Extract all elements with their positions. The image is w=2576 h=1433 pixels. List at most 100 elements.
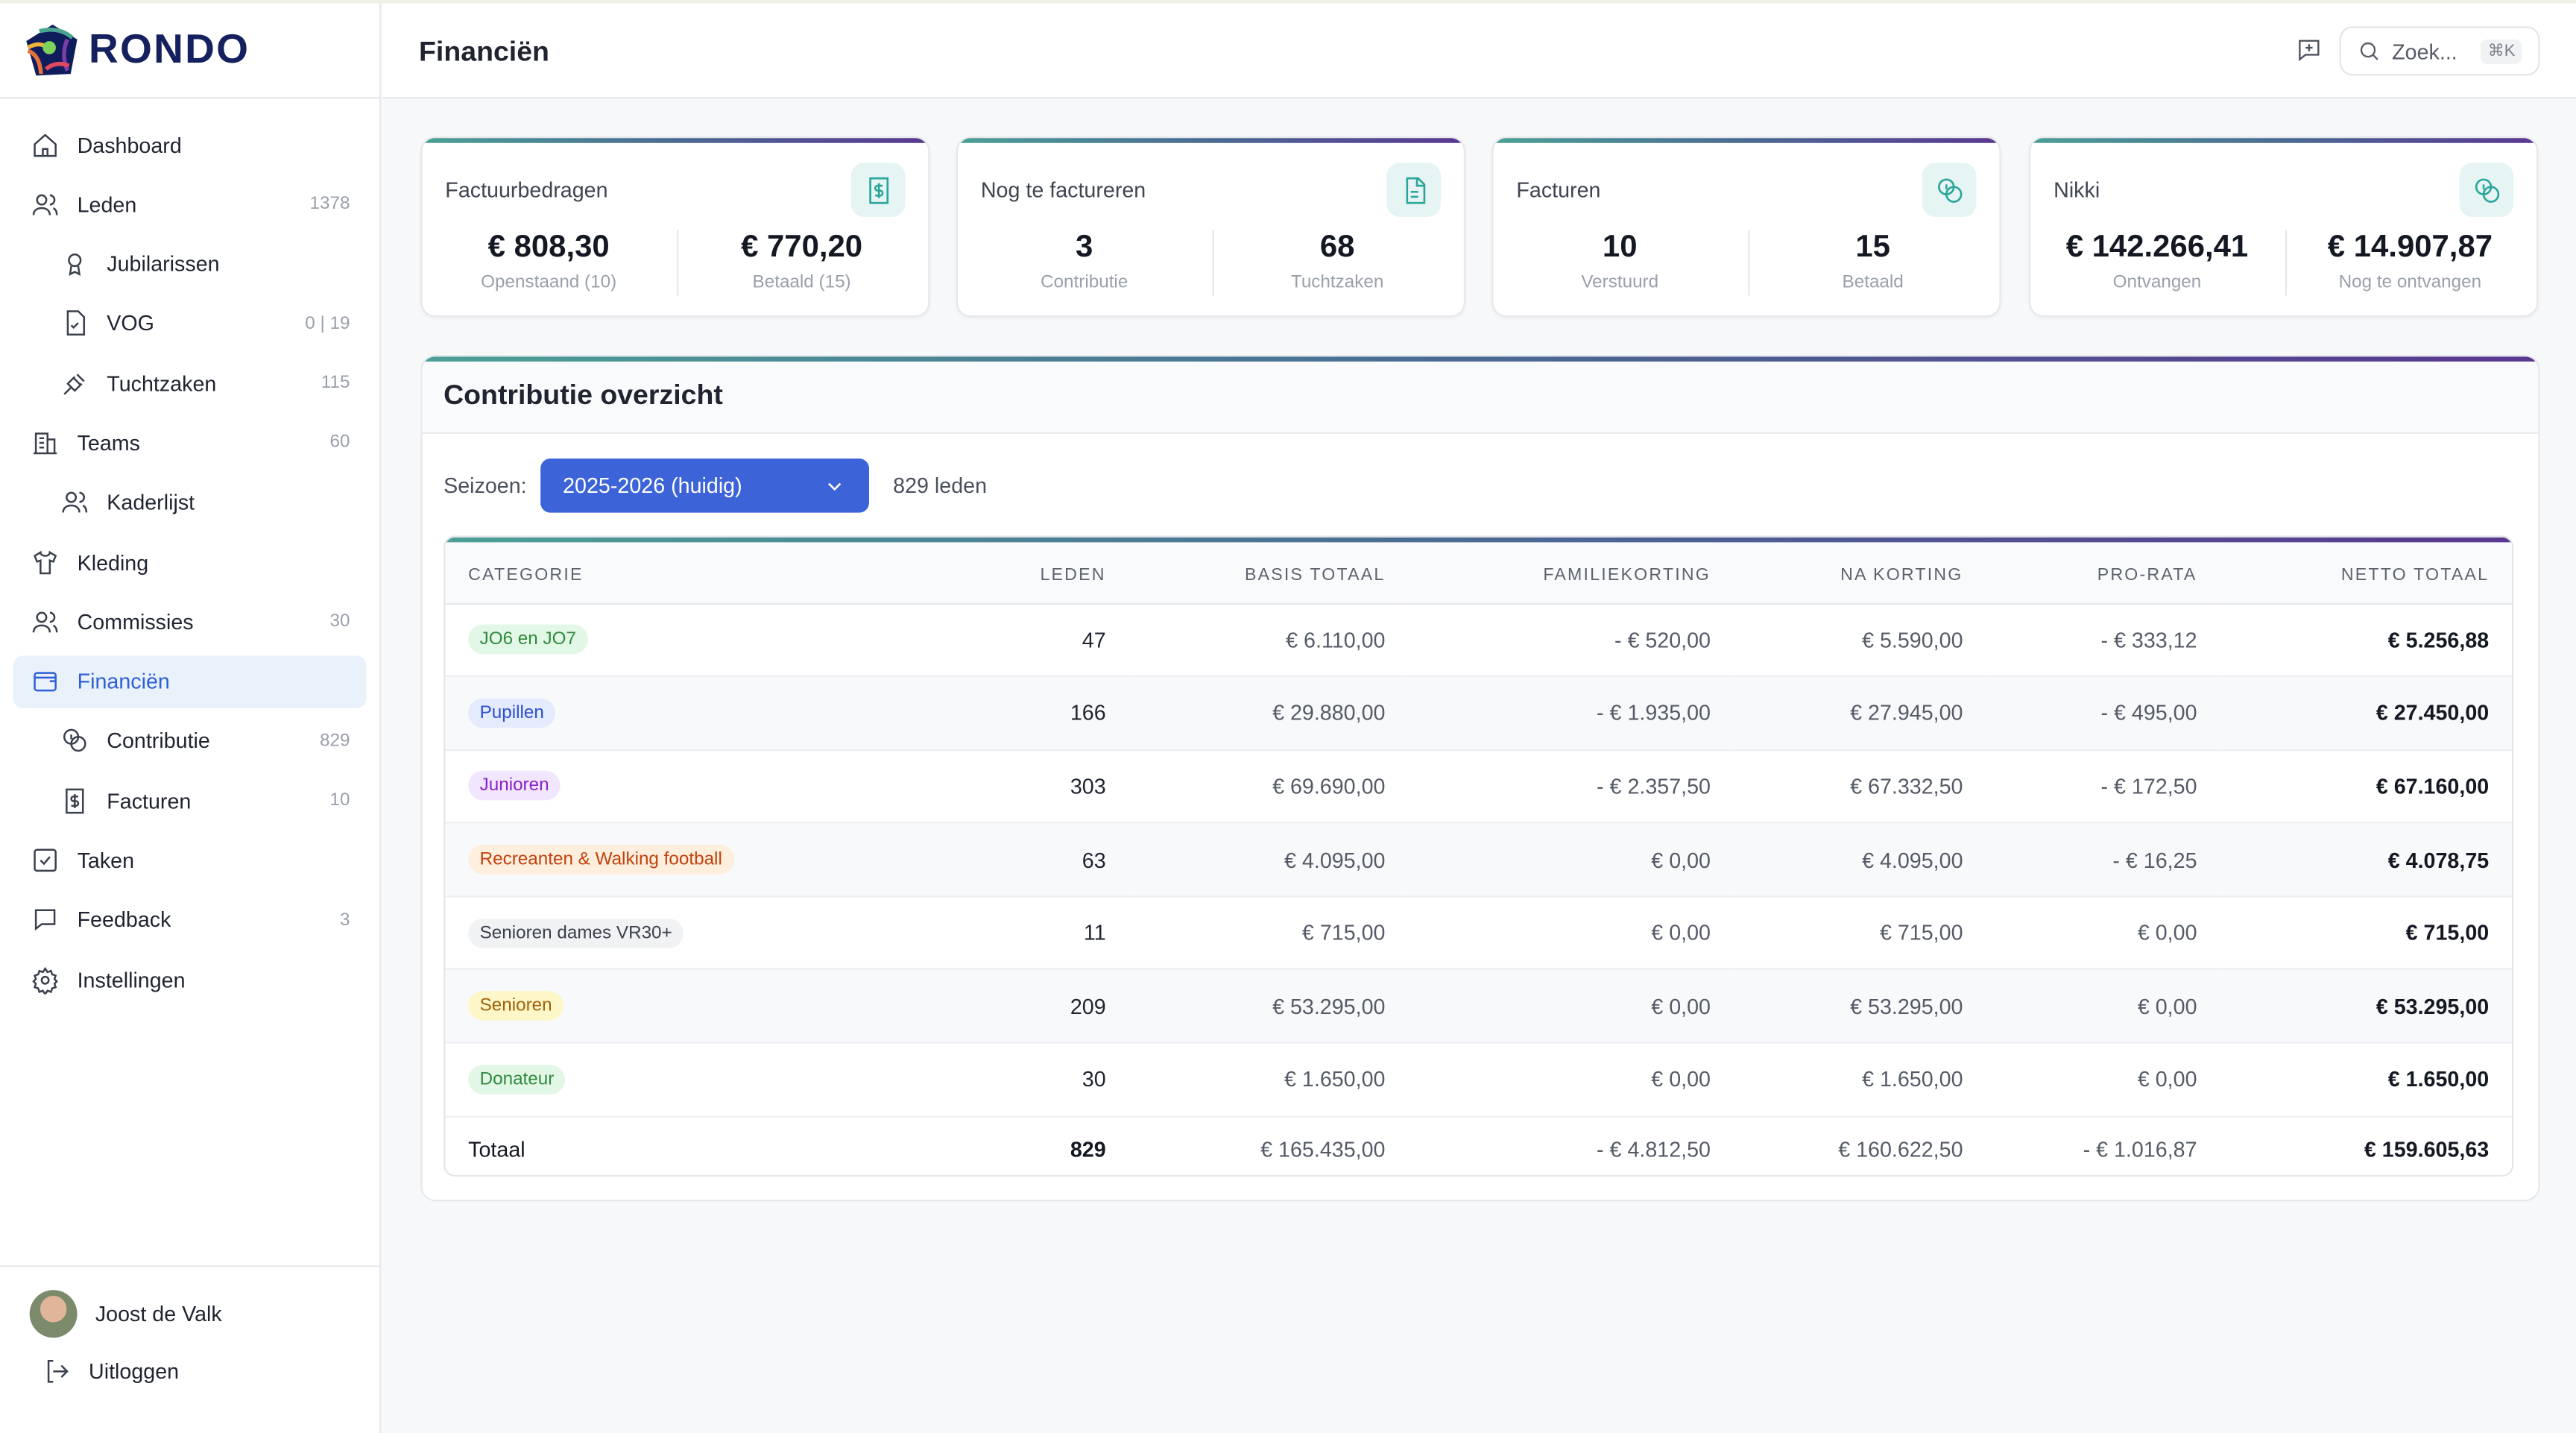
category-badge: Donateur [468, 1064, 566, 1095]
table-cell: 11 [977, 896, 1129, 971]
gradient-bar [957, 138, 1464, 143]
sidebar-item-taken[interactable]: Taken [13, 834, 367, 887]
sidebar-item-tuchtzaken[interactable]: Tuchtzaken 115 [13, 357, 367, 410]
card-title: Nikki [2053, 177, 2100, 203]
stat-value: 10 [1602, 230, 1638, 265]
table-row[interactable]: Senioren dames VR30+ 11 € 715,00 € 0,00 € 71… [445, 896, 2513, 971]
user-profile[interactable]: Joost de Valk [29, 1289, 379, 1338]
stat-card: Factuurbedragen € 808,30 Openstaand (10) … [420, 136, 930, 318]
column-header: BASIS TOTAAL [1128, 542, 1409, 605]
category-badge: Senioren [468, 991, 564, 1021]
season-select[interactable]: 2025-2026 (huidig) [540, 458, 869, 513]
stat-label: Contributie [1041, 272, 1128, 293]
search-input[interactable]: Zoek... ⌘K [2339, 26, 2540, 76]
gradient-bar [445, 537, 2513, 543]
sidebar-item-commissies[interactable]: Commissies 30 [13, 596, 367, 649]
table-cell: € 4.078,75 [2220, 822, 2513, 898]
header: Financiën Zoek... ⌘K [382, 3, 2576, 99]
table-cell: € 67.160,00 [2220, 749, 2513, 824]
receipt-dollar-icon [850, 163, 906, 217]
gradient-bar [422, 138, 929, 143]
gradient-bar [2030, 138, 2537, 143]
search-icon [2360, 42, 2378, 60]
stat-card: Nikki € 142.266,41 Ontvangen € 14.907,87 N… [2029, 136, 2539, 318]
sidebar-item-contributie[interactable]: Contributie 829 [13, 715, 367, 768]
stat-value: 15 [1855, 230, 1890, 265]
sidebar-item-label: Teams [77, 430, 141, 456]
sidebar-item-dashboard[interactable]: Dashboard [13, 119, 367, 171]
season-label: Seizoen: [443, 473, 527, 498]
sidebar-item-feedback[interactable]: Feedback 3 [13, 894, 367, 947]
stat-label: Betaald (15) [752, 272, 851, 293]
sidebar-item-financi-n[interactable]: Financiën [13, 655, 367, 708]
sidebar-item-label: VOG [107, 311, 154, 336]
stat-primary: € 808,30 Openstaand (10) [422, 230, 675, 293]
table-cell: 303 [977, 749, 1129, 824]
sidebar-item-count: 10 [329, 790, 350, 811]
message-plus-icon [2299, 40, 2320, 62]
users-icon [59, 488, 89, 517]
table-cell: - € 16,25 [1986, 822, 2220, 898]
table-cell: € 5.256,88 [2220, 602, 2513, 678]
sidebar-item-kleding[interactable]: Kleding [13, 536, 367, 589]
sidebar-item-count: 829 [320, 731, 350, 752]
logo[interactable]: RONDO [0, 3, 380, 99]
sidebar-item-jubilarissen[interactable]: Jubilarissen [13, 238, 367, 291]
gavel-icon [59, 368, 89, 398]
stat-label: Ontvangen [2112, 272, 2202, 293]
category-cell: Senioren dames VR30+ [445, 896, 978, 971]
users-icon [30, 607, 60, 637]
contributie-table: CATEGORIE LEDEN BASIS TOTAAL FAMILIEKORTING… [443, 535, 2514, 1177]
sidebar-item-kaderlijst[interactable]: Kaderlijst [13, 476, 367, 529]
table-row[interactable]: Recreanten & Walking football 63 € 4.095,0… [445, 822, 2513, 898]
logout-button[interactable]: Uitloggen [42, 1358, 379, 1385]
sidebar-item-facturen[interactable]: Facturen 10 [13, 775, 367, 828]
table-cell: € 27.945,00 [1733, 676, 1986, 751]
sidebar-item-teams[interactable]: Teams 60 [13, 417, 367, 470]
sidebar-item-count: 60 [329, 432, 350, 453]
sidebar-item-count: 30 [329, 611, 350, 632]
table-cell: € 0,00 [1408, 896, 1734, 971]
stat-secondary: € 14.907,87 Nog te ontvangen [2284, 230, 2536, 293]
total-cell: - € 4.812,50 [1408, 1115, 1734, 1175]
table-row[interactable]: Pupillen 166 € 29.880,00- € 1.935,00 € 27.9… [445, 676, 2513, 751]
stat-primary: € 142.266,41 Ontvangen [2030, 230, 2283, 293]
column-header: FAMILIEKORTING [1408, 542, 1734, 605]
column-header: LEDEN [977, 542, 1129, 605]
table-row[interactable]: Senioren 209 € 53.295,00 € 0,00 € 53.295,00 €… [445, 969, 2513, 1044]
table-row[interactable]: Donateur 30 € 1.650,00 € 0,00 € 1.650,00 € 0,… [445, 1042, 2513, 1118]
category-cell: Senioren [445, 969, 978, 1044]
member-count: 829 leden [893, 473, 988, 498]
sidebar-item-leden[interactable]: Leden 1378 [13, 178, 367, 231]
stat-value: € 142.266,41 [2065, 230, 2249, 265]
table-cell: € 715,00 [2220, 896, 2513, 971]
table-cell: € 53.295,00 [1128, 969, 1409, 1044]
stat-card: Nog te factureren 3 Contributie 68 Tuchtza… [956, 136, 1466, 318]
sidebar-item-instellingen[interactable]: Instellingen [13, 954, 367, 1007]
column-header: PRO-RATA [1986, 542, 2220, 605]
feedback-button[interactable] [2295, 36, 2325, 66]
table-cell: 63 [977, 822, 1129, 898]
sidebar-item-vog[interactable]: VOG 0 | 19 [13, 297, 367, 350]
table-row[interactable]: Junioren 303 € 69.690,00- € 2.357,50 € 67.3… [445, 749, 2513, 824]
stat-secondary: € 770,20 Betaald (15) [675, 230, 928, 293]
stat-label: Nog te ontvangen [2338, 272, 2482, 293]
category-cell: Donateur [445, 1042, 978, 1118]
total-cell: - € 1.016,87 [1986, 1115, 2220, 1175]
search-shortcut: ⌘K [2481, 38, 2522, 63]
receipt-icon [59, 786, 89, 816]
category-cell: Junioren [445, 749, 978, 824]
building-icon [30, 428, 60, 458]
table-cell: € 1.650,00 [1128, 1042, 1409, 1118]
table-cell: 209 [977, 969, 1129, 1044]
stat-secondary: 15 Betaald [1746, 230, 1999, 293]
column-header: CATEGORIE [445, 542, 978, 605]
table-cell: € 0,00 [1986, 969, 2220, 1044]
sidebar-item-count: 115 [321, 373, 350, 394]
table-cell: € 0,00 [1408, 822, 1734, 898]
table-row[interactable]: JO6 en JO7 47 € 6.110,00- € 520,00 € 5.590,… [445, 602, 2513, 678]
stat-value: € 14.907,87 [2327, 230, 2493, 265]
table-cell: € 715,00 [1128, 896, 1409, 971]
table-cell: € 0,00 [1408, 1042, 1734, 1118]
gradient-bar [422, 356, 2539, 362]
